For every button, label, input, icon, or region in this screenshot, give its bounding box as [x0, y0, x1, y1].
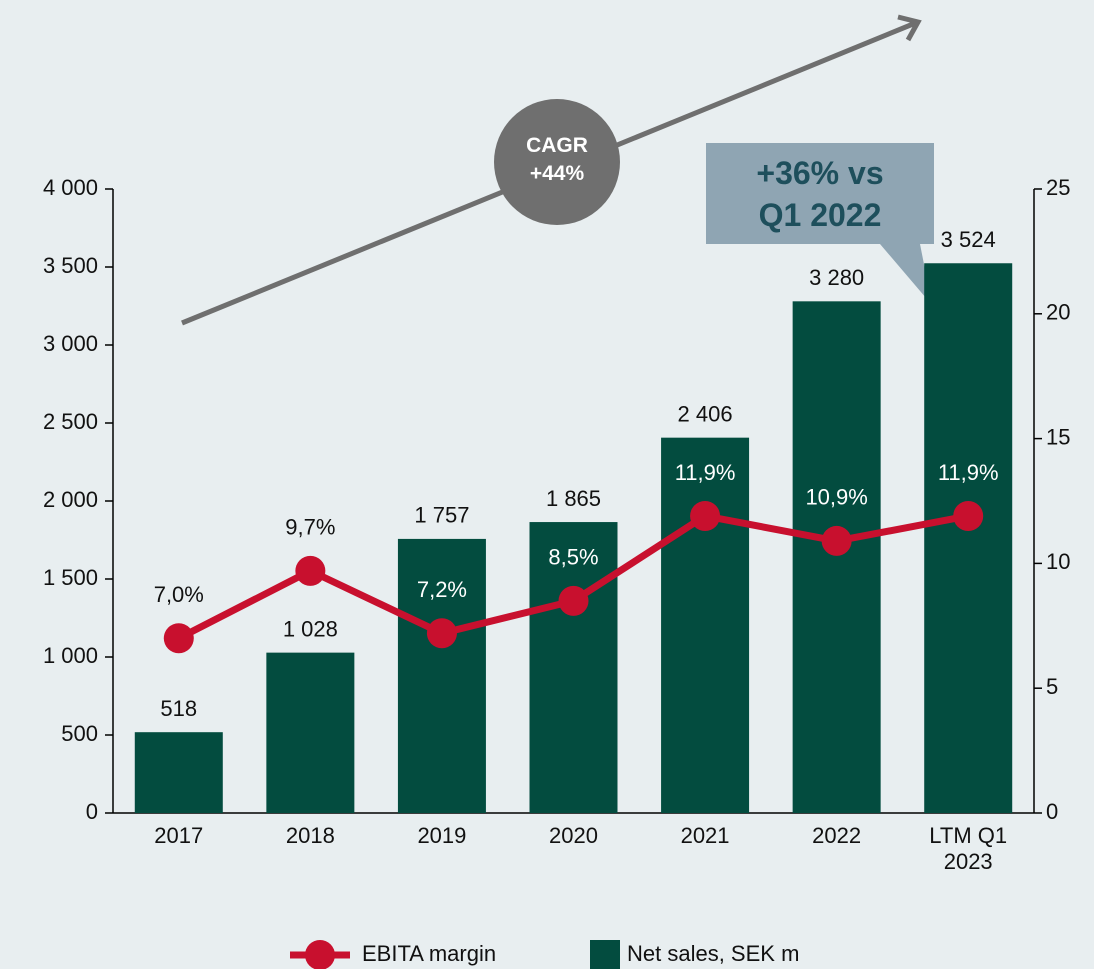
line-value-label: 11,9% [938, 460, 999, 485]
line-marker [690, 500, 721, 531]
bar [529, 522, 618, 813]
callout: +36% vs Q1 2022 [706, 143, 934, 244]
y2-tick-label: 25 [1046, 175, 1070, 200]
line-marker [426, 618, 457, 649]
line-value-label: 8,5% [548, 545, 598, 570]
callout-text: +36% vs Q1 2022 [756, 154, 884, 233]
x-tick-label: 2020 [549, 823, 598, 848]
y2-tick-label: 15 [1046, 424, 1070, 449]
y2-tick-label: 20 [1046, 300, 1070, 325]
cagr-label: CAGR +44% [497, 132, 617, 188]
y-tick-label: 1 500 [43, 565, 98, 590]
bar-value-label: 1 028 [283, 616, 338, 641]
legend-marker [305, 940, 335, 969]
line-value-label: 7,2% [417, 577, 467, 602]
bar [661, 437, 750, 813]
bar [134, 732, 223, 813]
x-tick-label: 2021 [680, 823, 730, 848]
line-marker [295, 555, 326, 586]
x-tick-label: 2017 [154, 823, 204, 848]
y-tick-label: 0 [86, 799, 98, 824]
callout-pointer [880, 244, 932, 305]
legend-label: Net sales, SEK m [627, 941, 799, 966]
y2-tick-label: 10 [1046, 549, 1070, 574]
x-tick-label: 2019 [417, 823, 467, 848]
cagr-circle [494, 99, 620, 225]
bar-value-label: 518 [160, 696, 197, 721]
y-tick-label: 1 000 [43, 643, 98, 668]
legend-swatch [590, 940, 620, 969]
line-value-label: 11,9% [675, 460, 736, 485]
legend-label: EBITA margin [362, 941, 496, 966]
line-value-label: 9,7% [285, 515, 335, 540]
y-tick-label: 4 000 [43, 175, 98, 200]
y-tick-label: 2 000 [43, 487, 98, 512]
line-marker [953, 500, 984, 531]
line-marker [163, 623, 194, 654]
bar-value-label: 1 865 [546, 486, 601, 511]
line-marker [558, 585, 589, 616]
x-tick-label: LTM Q1 2023 [929, 823, 1008, 874]
line-value-label: 7,0% [154, 582, 204, 607]
y-tick-label: 2 500 [43, 409, 98, 434]
bar [792, 301, 881, 813]
arrow-head [897, 14, 922, 42]
cagr-line: CAGR [526, 134, 588, 157]
y-tick-label: 500 [61, 721, 98, 746]
bar-value-label: 2 406 [678, 401, 733, 426]
cagr-line: +44% [529, 162, 585, 185]
x-tick-label: 2022 [812, 823, 862, 848]
callout-box [706, 143, 934, 244]
bar-value-label: 3 280 [809, 265, 864, 290]
y-tick-label: 3 000 [43, 331, 98, 356]
line-marker [821, 525, 852, 556]
bar-value-label: 3 524 [941, 227, 996, 252]
bar [266, 652, 355, 813]
y-tick-label: 3 500 [43, 253, 98, 278]
line-value-label: 10,9% [805, 485, 867, 510]
bar [924, 263, 1013, 814]
y2-tick-label: 5 [1046, 674, 1058, 699]
x-tick-label: 2018 [285, 823, 335, 848]
y2-tick-label: 0 [1046, 799, 1058, 824]
bar [397, 538, 486, 813]
bar-value-label: 1 757 [414, 503, 469, 528]
